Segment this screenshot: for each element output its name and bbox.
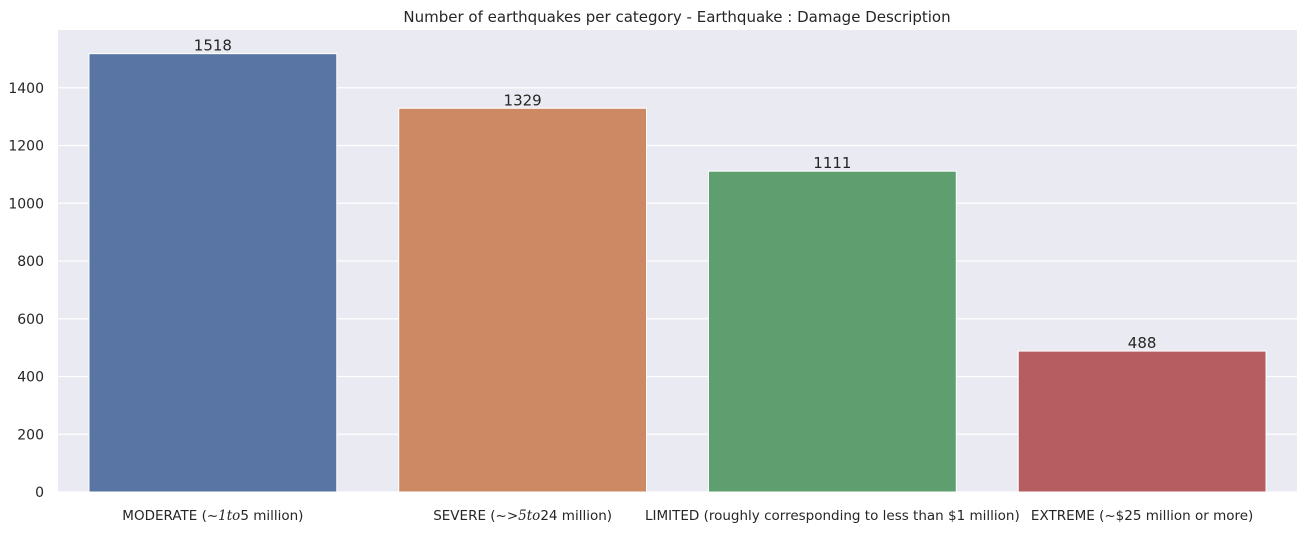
y-tick-label: 400 xyxy=(17,370,44,386)
chart-title: Number of earthquakes per category - Ear… xyxy=(403,8,950,26)
data-label: 488 xyxy=(1128,334,1157,352)
y-tick-label: 800 xyxy=(17,254,44,270)
bar xyxy=(1017,350,1267,493)
data-label: 1329 xyxy=(504,91,542,109)
x-tick-label: LIMITED (roughly corresponding to less t… xyxy=(645,508,1020,524)
y-tick-label: 600 xyxy=(17,312,44,328)
y-tick-label: 1400 xyxy=(8,81,44,97)
y-tick-label: 200 xyxy=(17,427,44,443)
bar xyxy=(398,107,648,493)
x-tick-label: MODERATE (~1to5 million) xyxy=(122,508,303,524)
x-tick-label: SEVERE (~>5to24 million) xyxy=(433,508,612,524)
x-axis-ticks: MODERATE (~1to5 million) SEVERE (~>5to24 … xyxy=(122,508,1253,524)
y-tick-label: 0 xyxy=(35,485,44,501)
y-tick-label: 1200 xyxy=(8,139,44,155)
x-tick-label: EXTREME (~$25 million or more) xyxy=(1031,508,1253,524)
bars xyxy=(88,53,1267,493)
bar xyxy=(707,170,957,493)
y-tick-label: 1000 xyxy=(8,196,44,212)
data-label: 1111 xyxy=(813,154,851,172)
y-axis-ticks: 0 200 400 600 800 1000 1200 1400 xyxy=(8,81,44,501)
data-labels: 1518 1329 1111 488 xyxy=(194,37,1157,352)
bar xyxy=(88,53,338,493)
data-label: 1518 xyxy=(194,37,232,55)
